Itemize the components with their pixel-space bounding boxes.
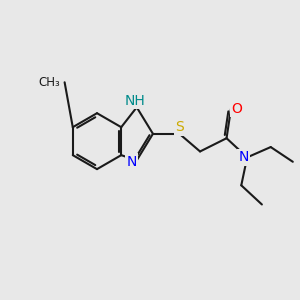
Text: NH: NH [125, 94, 146, 108]
Text: O: O [231, 102, 242, 116]
Text: S: S [175, 120, 184, 134]
Text: N: N [126, 155, 136, 169]
Text: N: N [238, 150, 249, 164]
Text: CH₃: CH₃ [38, 76, 60, 89]
